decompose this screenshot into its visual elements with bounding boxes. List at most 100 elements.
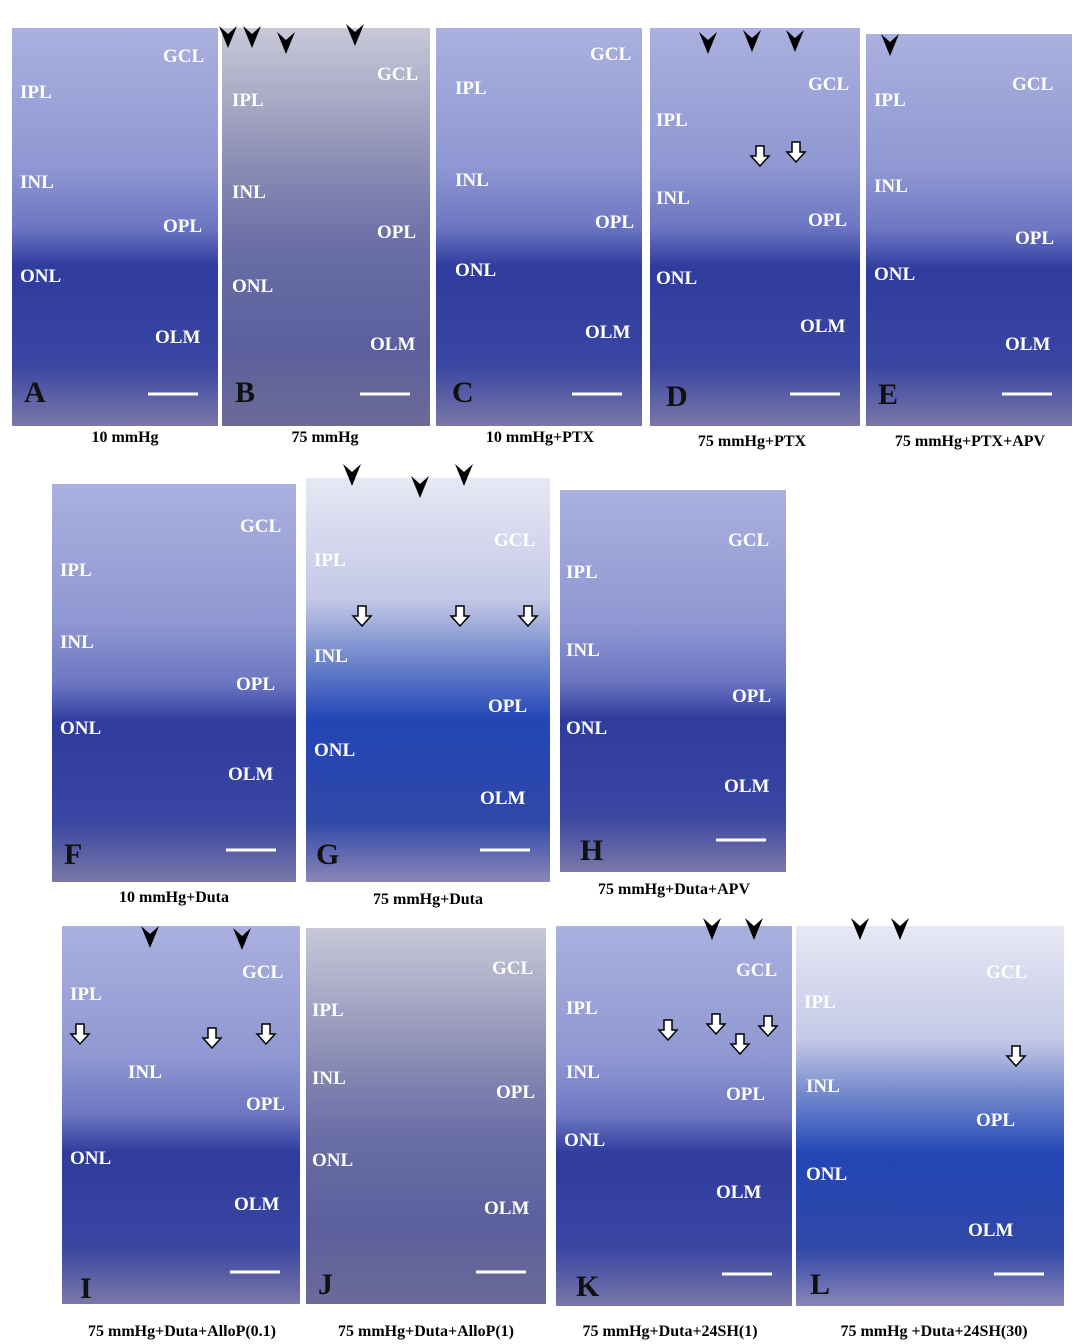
layer-label: OLM: [480, 788, 525, 809]
arrowhead: [233, 928, 251, 950]
layer-label: OLM: [585, 322, 630, 343]
micrograph: [62, 926, 300, 1304]
layer-label: GCL: [728, 530, 769, 551]
panel-letter: F: [64, 838, 82, 871]
micrograph: [650, 28, 860, 426]
open-arrow: [657, 1019, 679, 1042]
open-arrow: [351, 605, 373, 628]
open-arrow: [749, 145, 771, 168]
layer-label: INL: [656, 188, 690, 209]
arrowhead: [703, 918, 721, 940]
layer-label: INL: [312, 1068, 346, 1089]
layer-label: GCL: [163, 46, 204, 67]
open-arrow: [785, 141, 807, 164]
panel-letter: L: [810, 1268, 830, 1301]
panel-caption: 75 mmHg: [291, 429, 358, 446]
panel-letter: A: [24, 376, 46, 409]
layer-label: IPL: [656, 110, 688, 131]
panel-caption: 75 mmHg+Duta: [373, 891, 483, 908]
layer-label: IPL: [20, 82, 52, 103]
panel: GCL IPL INL OPL ONL OLM C 10 mmHg+PTX: [436, 28, 642, 446]
panel: GCL IPL INL OPL ONL OLM F 10 mmHg+Duta: [52, 484, 296, 906]
panel-caption: 75 mmHg+Duta+AlloP(0.1): [88, 1323, 276, 1340]
panel-letter: I: [80, 1272, 92, 1305]
layer-label: IPL: [566, 998, 598, 1019]
micrograph: [222, 28, 430, 426]
arrowhead: [219, 26, 237, 48]
panel-caption: 10 mmHg+Duta: [119, 889, 229, 906]
layer-label: ONL: [566, 718, 607, 739]
arrowhead: [455, 464, 473, 486]
panel-caption: 75 mmHg+Duta+APV: [598, 881, 750, 898]
layer-label: OPL: [732, 686, 771, 707]
open-arrow: [201, 1027, 223, 1050]
layer-label: ONL: [455, 260, 496, 281]
panel-caption: 10 mmHg: [91, 429, 158, 446]
arrowhead: [891, 918, 909, 940]
layer-label: OLM: [484, 1198, 529, 1219]
layer-label: OLM: [155, 327, 200, 348]
arrowhead: [745, 918, 763, 940]
layer-label: GCL: [240, 516, 281, 537]
panels: GCL IPL INL OPL ONL OLM A 10 mmHg GCL IPL INL OPL ON…: [12, 24, 1072, 1340]
layer-label: GCL: [1012, 74, 1053, 95]
layer-label: IPL: [60, 560, 92, 581]
layer-label: OPL: [726, 1084, 765, 1105]
panel: GCL IPL INL OPL ONL OLM D 75 mmHg+PTX: [650, 28, 860, 450]
panel: GCL IPL INL OPL ONL OLM J 75 mmHg+Duta+AlloP(1): [306, 928, 546, 1340]
open-arrow: [729, 1033, 751, 1056]
layer-label: ONL: [312, 1150, 353, 1171]
layer-label: GCL: [590, 44, 631, 65]
panel: GCL IPL INL OPL ONL OLM B 75 mmHg: [222, 28, 430, 446]
layer-label: GCL: [494, 530, 535, 551]
panel-caption: 75 mmHg+Duta+24SH(1): [582, 1323, 757, 1340]
panel: GCL IPL INL OPL ONL OLM L 75 mmHg +Duta+24SH(30…: [796, 926, 1064, 1340]
arrowhead: [699, 32, 717, 54]
layer-label: GCL: [492, 958, 533, 979]
layer-label: GCL: [377, 64, 418, 85]
layer-label: GCL: [808, 74, 849, 95]
layer-label: OLM: [228, 764, 273, 785]
layer-label: INL: [60, 632, 94, 653]
panel-letter: D: [666, 380, 688, 413]
layer-label: OPL: [976, 1110, 1015, 1131]
panel-letter: G: [316, 838, 339, 871]
layer-label: OLM: [724, 776, 769, 797]
arrowhead: [743, 30, 761, 52]
layer-label: INL: [566, 640, 600, 661]
layer-label: INL: [455, 170, 489, 191]
layer-label: OPL: [595, 212, 634, 233]
panel-caption: 10 mmHg+PTX: [486, 429, 595, 446]
panel: GCL IPL INL OPL ONL OLM K 75 mmHg+Duta+24SH(1): [556, 926, 792, 1340]
panel: GCL IPL INL OPL ONL OLM E 75 mmHg+PTX+APV: [866, 34, 1072, 450]
open-arrow: [757, 1015, 779, 1038]
layer-label: INL: [20, 172, 54, 193]
layer-label: OPL: [377, 222, 416, 243]
layer-label: INL: [232, 182, 266, 203]
micrograph: [306, 478, 550, 882]
micrograph: [560, 490, 786, 872]
arrowhead: [277, 32, 295, 54]
layer-label: OPL: [488, 696, 527, 717]
layer-label: ONL: [656, 268, 697, 289]
panel-letter: K: [576, 1270, 600, 1303]
layer-label: INL: [874, 176, 908, 197]
panel-letter: B: [235, 376, 255, 409]
micrograph: [556, 926, 792, 1306]
open-arrow: [449, 605, 471, 628]
layer-label: IPL: [232, 90, 264, 111]
layer-label: GCL: [986, 962, 1027, 983]
layer-label: ONL: [232, 276, 273, 297]
layer-label: IPL: [874, 90, 906, 111]
layer-label: ONL: [806, 1164, 847, 1185]
panel: GCL IPL INL OPL ONL OLM I 75 mmHg+Duta+AlloP(0.…: [62, 926, 300, 1340]
open-arrow: [1005, 1045, 1027, 1068]
layer-label: OPL: [1015, 228, 1054, 249]
layer-label: OLM: [234, 1194, 279, 1215]
layer-label: ONL: [60, 718, 101, 739]
panel-caption: 75 mmHg+Duta+AlloP(1): [338, 1323, 514, 1340]
open-arrow: [255, 1023, 277, 1046]
micrograph: [436, 28, 642, 426]
arrowhead: [786, 30, 804, 52]
